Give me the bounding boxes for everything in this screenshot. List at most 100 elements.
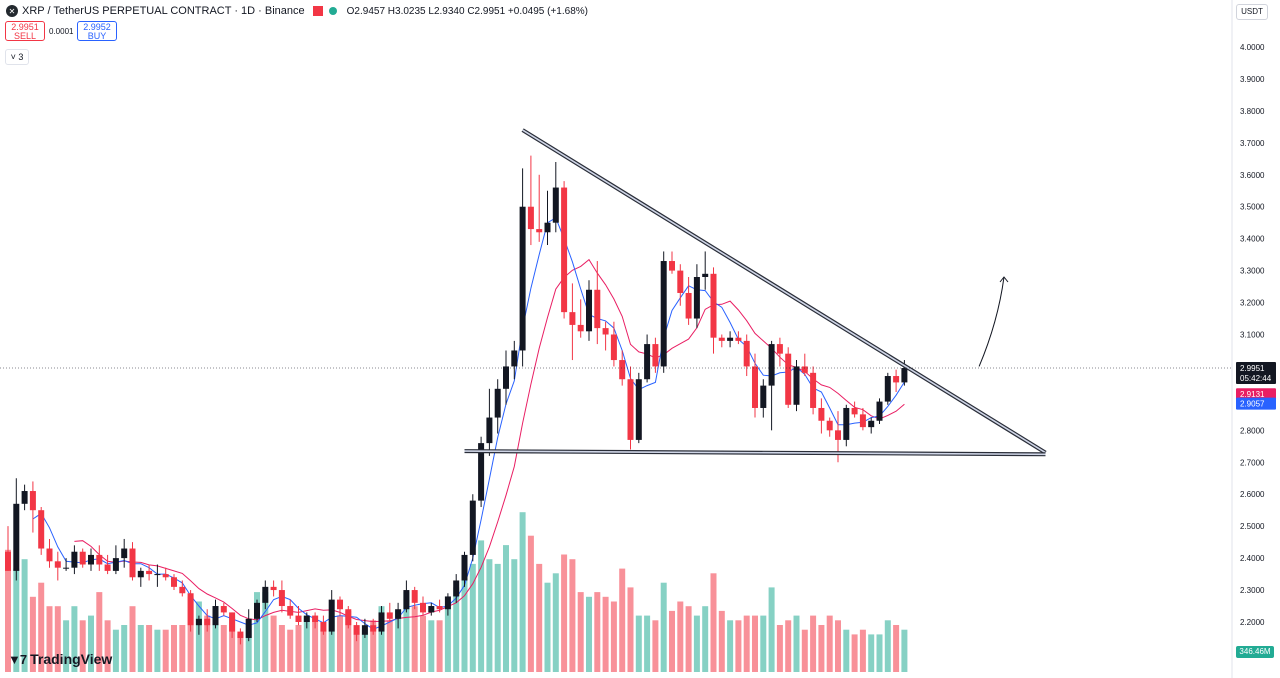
- symbol-title[interactable]: XRP / TetherUS PERPETUAL CONTRACT · 1D ·…: [22, 5, 305, 17]
- axis-tick-label: 2.6000: [1240, 490, 1265, 499]
- candle-body: [644, 344, 651, 380]
- price-axis[interactable]: 4.0000 3.9000 3.8000 3.7000 3.6000 3.5000 3.40…: [1240, 43, 1265, 627]
- candle-body: [287, 606, 294, 616]
- candle-body: [63, 567, 70, 569]
- axis-tick-label: 3.6000: [1240, 171, 1265, 180]
- volume-bar: [96, 592, 103, 672]
- indicators-toggle[interactable]: ˅ 3: [5, 49, 29, 65]
- volume-bar: [21, 559, 28, 672]
- candle-body: [212, 606, 219, 626]
- volume-bar: [220, 625, 227, 672]
- volume-bar: [444, 606, 451, 672]
- candle-body: [710, 273, 717, 338]
- spread-value: 0.0001: [49, 26, 74, 36]
- volume-bar: [38, 582, 45, 672]
- candle-body: [29, 491, 36, 511]
- candle-body: [345, 609, 352, 626]
- candle-body: [669, 261, 675, 271]
- candle-body: [278, 590, 285, 607]
- candle-body: [727, 337, 734, 341]
- last-price-tag-bg: [1236, 362, 1276, 385]
- candle-body: [693, 277, 700, 319]
- volume-bar: [810, 615, 817, 672]
- volume-bar: [693, 615, 700, 672]
- candle-body: [395, 609, 402, 619]
- candle-body: [893, 376, 900, 383]
- candle-body: [735, 337, 742, 341]
- volume-bar: [552, 573, 559, 672]
- axis-tick-label: 3.9000: [1240, 75, 1265, 84]
- xrp-logo-icon: ✕: [6, 5, 18, 17]
- candle-body: [627, 379, 634, 440]
- volume-bar: [503, 545, 509, 672]
- last-price-tag: 2.9951: [1240, 364, 1265, 373]
- volume-bar: [63, 620, 70, 672]
- candle-body: [876, 401, 883, 421]
- volume-bar: [544, 582, 551, 672]
- axis-tick-label: 3.3000: [1240, 267, 1265, 276]
- volume-bars: [5, 512, 908, 672]
- volume-bar: [420, 615, 426, 672]
- drawings[interactable]: [0, 128, 1232, 457]
- candle-body: [702, 273, 709, 277]
- buy-button[interactable]: 2.9952 BUY: [77, 21, 117, 41]
- volume-bar: [486, 559, 493, 672]
- volume-bar: [527, 535, 534, 672]
- volume-bar: [718, 610, 725, 672]
- candle-body: [312, 615, 319, 622]
- volume-bar: [511, 559, 518, 672]
- currency-selector[interactable]: USDT: [1236, 4, 1268, 20]
- candle-body: [88, 554, 94, 565]
- volume-bar: [760, 615, 767, 672]
- candle-body: [5, 551, 11, 571]
- volume-bar: [901, 629, 908, 672]
- buy-label: BUY: [87, 31, 107, 41]
- candle-body: [195, 618, 202, 626]
- volume-bar: [137, 625, 144, 672]
- volume-bar: [129, 606, 136, 672]
- candle-body: [544, 222, 551, 233]
- volume-bar: [270, 615, 277, 672]
- candle-body: [303, 615, 310, 622]
- volume-bar: [195, 601, 202, 672]
- buy-price: 2.9952: [83, 22, 111, 32]
- ohlc-values: O2.9457 H3.0235 L2.9340 C2.9951 +0.0495 …: [347, 6, 588, 17]
- volume-bar: [428, 620, 435, 672]
- ma-slow-tag: 2.9131: [1240, 390, 1265, 399]
- tradingview-logo[interactable]: ▼7 TradingView: [8, 651, 112, 667]
- volume-bar: [685, 606, 692, 672]
- volume-bar: [893, 625, 900, 672]
- volume-bar: [793, 615, 800, 672]
- axis-tick-label: 2.8000: [1240, 426, 1265, 435]
- sell-button[interactable]: 2.9951 SELL: [5, 21, 45, 41]
- candle-body: [760, 385, 767, 408]
- axis-tick-label: 3.1000: [1240, 331, 1265, 340]
- candle-body: [54, 561, 61, 568]
- candle-body: [677, 270, 684, 293]
- candle-body: [112, 558, 119, 571]
- volume-bar: [594, 592, 601, 672]
- volume-bar: [569, 559, 576, 672]
- candle-body: [577, 324, 584, 332]
- volume-bar: [171, 625, 177, 672]
- volume-bar: [146, 625, 153, 672]
- candle-body: [262, 586, 269, 603]
- volume-bar: [876, 634, 883, 672]
- flag-icon[interactable]: [312, 6, 323, 16]
- symbol-header[interactable]: ✕ XRP / TetherUS PERPETUAL CONTRACT · 1D…: [6, 5, 588, 17]
- volume-bar: [577, 592, 584, 672]
- volume-bar: [735, 620, 742, 672]
- candle-body: [652, 344, 659, 367]
- volume-bar: [610, 601, 617, 672]
- candle-body: [38, 510, 45, 549]
- candle-body: [461, 554, 468, 581]
- candles: [5, 155, 908, 645]
- candle-body: [478, 443, 485, 501]
- candle-body: [851, 407, 858, 415]
- projection-arrow-head: [999, 276, 1009, 283]
- volume-bar: [395, 610, 402, 672]
- volume-bar: [386, 620, 393, 672]
- candle-body: [519, 206, 526, 351]
